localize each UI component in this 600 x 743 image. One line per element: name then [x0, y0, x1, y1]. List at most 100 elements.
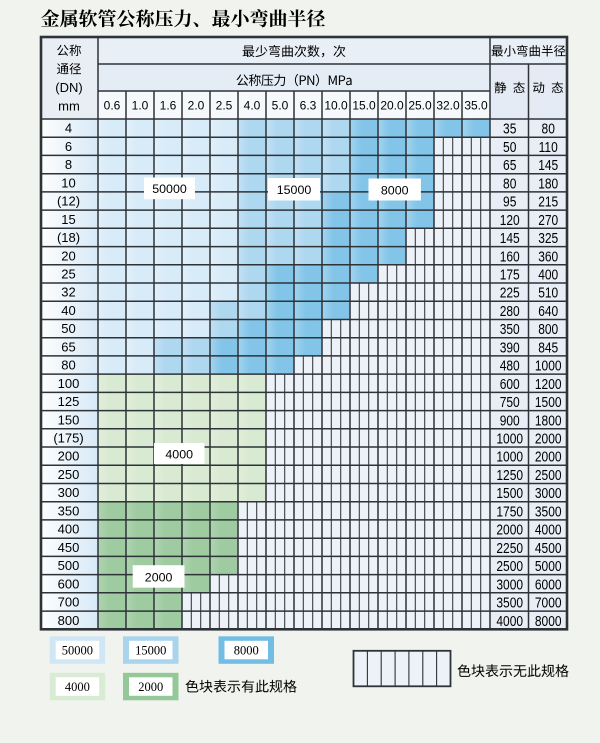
svg-text:1500: 1500 [535, 394, 562, 411]
svg-text:6.3: 6.3 [300, 99, 317, 113]
svg-text:4.0: 4.0 [244, 99, 261, 113]
svg-text:6: 6 [65, 139, 72, 154]
svg-text:750: 750 [500, 394, 520, 411]
svg-text:50000: 50000 [152, 182, 187, 196]
svg-text:4: 4 [65, 121, 72, 136]
svg-text:(18): (18) [57, 230, 80, 245]
svg-text:700: 700 [58, 595, 80, 610]
svg-text:200: 200 [58, 449, 80, 464]
svg-text:2250: 2250 [496, 540, 523, 557]
svg-text:2500: 2500 [496, 558, 523, 575]
svg-text:175: 175 [500, 266, 520, 283]
svg-text:500: 500 [58, 558, 80, 573]
svg-text:(12): (12) [57, 194, 80, 209]
svg-text:145: 145 [538, 157, 558, 174]
svg-text:32.0: 32.0 [436, 99, 460, 113]
svg-text:50: 50 [61, 321, 75, 336]
svg-text:20: 20 [61, 248, 75, 263]
svg-text:360: 360 [538, 248, 558, 265]
svg-text:1000: 1000 [496, 448, 523, 465]
svg-text:250: 250 [58, 467, 80, 482]
svg-text:800: 800 [58, 613, 80, 628]
svg-text:390: 390 [500, 339, 520, 356]
svg-text:110: 110 [539, 139, 559, 156]
svg-text:5.0: 5.0 [272, 99, 289, 113]
svg-text:mm: mm [58, 98, 80, 113]
svg-text:4000: 4000 [496, 613, 523, 630]
svg-text:2000: 2000 [535, 430, 562, 447]
svg-text:(DN): (DN) [55, 80, 82, 95]
svg-text:8000: 8000 [381, 183, 409, 197]
svg-text:3000: 3000 [496, 576, 523, 593]
svg-text:400: 400 [58, 522, 80, 537]
svg-text:20.0: 20.0 [380, 99, 404, 113]
svg-text:0.6: 0.6 [104, 99, 121, 113]
svg-text:15000: 15000 [277, 183, 312, 197]
svg-text:6000: 6000 [535, 576, 562, 593]
svg-text:510: 510 [538, 284, 558, 301]
svg-text:350: 350 [500, 321, 520, 338]
svg-text:7000: 7000 [535, 594, 562, 611]
svg-text:350: 350 [58, 503, 80, 518]
svg-text:5000: 5000 [535, 558, 562, 575]
svg-text:35: 35 [503, 120, 516, 137]
svg-text:80: 80 [542, 120, 556, 137]
svg-text:120: 120 [500, 212, 520, 229]
svg-text:8000: 8000 [234, 644, 259, 658]
svg-text:800: 800 [538, 321, 558, 338]
svg-text:50: 50 [503, 139, 517, 156]
svg-text:280: 280 [500, 303, 520, 320]
svg-text:900: 900 [500, 412, 520, 429]
svg-text:100: 100 [58, 376, 80, 391]
svg-text:180: 180 [538, 175, 558, 192]
svg-text:2000: 2000 [138, 680, 163, 694]
svg-text:4000: 4000 [165, 447, 193, 461]
svg-text:4500: 4500 [535, 540, 562, 557]
svg-text:65: 65 [503, 157, 516, 174]
svg-text:270: 270 [538, 212, 558, 229]
svg-text:(175): (175) [53, 431, 83, 446]
svg-text:50000: 50000 [62, 644, 93, 658]
svg-text:10.0: 10.0 [324, 99, 348, 113]
svg-text:300: 300 [58, 485, 80, 500]
svg-text:40: 40 [61, 303, 75, 318]
svg-text:2000: 2000 [535, 448, 562, 465]
svg-text:3500: 3500 [535, 503, 562, 520]
svg-text:4000: 4000 [65, 680, 90, 694]
svg-text:25.0: 25.0 [408, 99, 432, 113]
svg-text:845: 845 [538, 339, 558, 356]
svg-text:10: 10 [61, 175, 75, 190]
svg-text:160: 160 [500, 248, 520, 265]
svg-text:1750: 1750 [496, 503, 523, 520]
svg-text:80: 80 [503, 175, 517, 192]
svg-text:215: 215 [538, 193, 558, 210]
svg-text:480: 480 [500, 357, 520, 374]
svg-text:4000: 4000 [535, 521, 562, 538]
svg-text:3500: 3500 [496, 594, 523, 611]
svg-text:8000: 8000 [535, 613, 562, 630]
svg-text:225: 225 [500, 284, 520, 301]
svg-text:35.0: 35.0 [464, 99, 488, 113]
svg-text:450: 450 [58, 540, 80, 555]
svg-text:2.0: 2.0 [188, 99, 205, 113]
svg-text:1000: 1000 [496, 430, 523, 447]
svg-text:325: 325 [538, 230, 558, 247]
svg-text:1.0: 1.0 [132, 99, 149, 113]
svg-text:150: 150 [58, 412, 80, 427]
svg-text:600: 600 [58, 576, 80, 591]
svg-text:15.0: 15.0 [352, 99, 376, 113]
svg-text:2000: 2000 [145, 570, 173, 584]
svg-text:640: 640 [538, 303, 558, 320]
svg-text:8: 8 [65, 157, 72, 172]
svg-text:3000: 3000 [535, 485, 562, 502]
svg-text:15000: 15000 [135, 644, 166, 658]
svg-text:600: 600 [500, 376, 520, 393]
svg-text:2500: 2500 [535, 467, 562, 484]
svg-text:65: 65 [61, 339, 75, 354]
svg-text:32: 32 [61, 285, 75, 300]
svg-text:1.6: 1.6 [160, 99, 177, 113]
svg-text:25: 25 [61, 267, 75, 282]
svg-text:1200: 1200 [535, 376, 562, 393]
svg-text:1500: 1500 [496, 485, 523, 502]
svg-text:15: 15 [61, 212, 75, 227]
